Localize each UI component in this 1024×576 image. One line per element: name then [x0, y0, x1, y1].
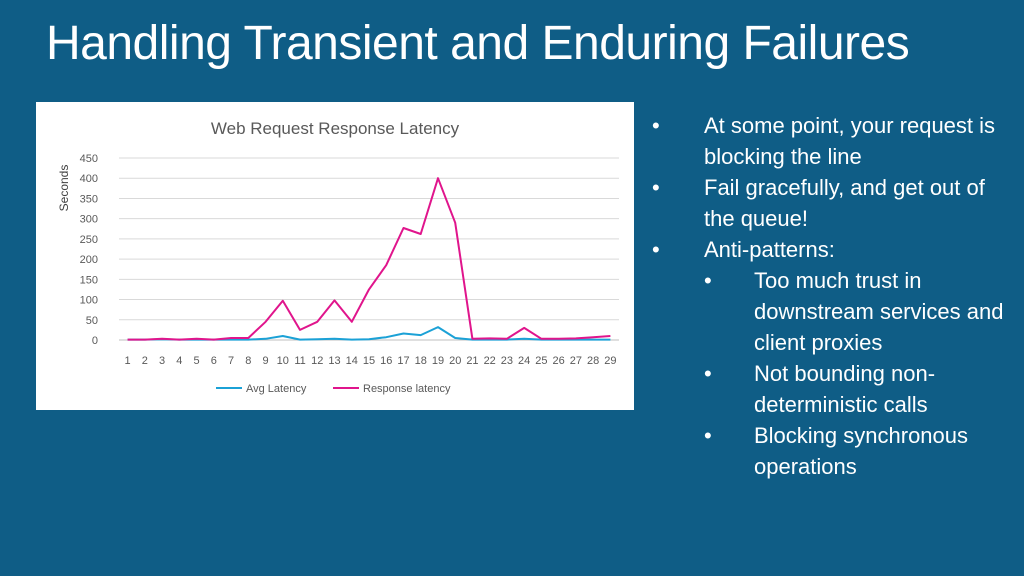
gridlines — [119, 157, 619, 341]
y-tick-label: 100 — [80, 295, 98, 307]
x-tick-label: 28 — [587, 355, 599, 367]
x-tick-label: 25 — [535, 355, 547, 367]
x-tick-label: 16 — [380, 355, 392, 367]
series-lines — [127, 177, 611, 341]
x-tick-label: 3 — [159, 355, 165, 367]
x-tick-label: 10 — [277, 355, 289, 367]
chart-svg: Web Request Response Latency Seconds 050… — [57, 119, 619, 395]
y-tick-label: 200 — [80, 254, 98, 266]
y-tick-label: 250 — [80, 234, 98, 246]
x-tick-label: 22 — [484, 355, 496, 367]
x-tick-label: 12 — [311, 355, 323, 367]
y-axis-label: Seconds — [57, 165, 71, 212]
x-tick-label: 8 — [245, 355, 251, 367]
x-tick-label: 4 — [176, 355, 182, 367]
bullet-item: At some point, your request is blocking … — [648, 110, 1008, 172]
y-tick-label: 350 — [80, 193, 98, 205]
x-tick-label: 1 — [125, 355, 131, 367]
legend: Avg Latency Response latency — [216, 383, 451, 395]
chart-title: Web Request Response Latency — [211, 119, 460, 138]
y-tick-labels: 0 50 100 150 200 250 300 350 400 450 — [80, 153, 98, 347]
x-tick-label: 19 — [432, 355, 444, 367]
series-line-response-latency — [127, 177, 611, 341]
x-tick-label: 18 — [415, 355, 427, 367]
bullet-item: Anti-patterns: — [648, 234, 1008, 265]
sub-bullet-item: Blocking synchronous operations — [648, 420, 1008, 482]
line-chart: Web Request Response Latency Seconds 0 50… — [36, 102, 634, 410]
y-tick-label: 50 — [86, 315, 98, 327]
x-tick-label: 11 — [294, 355, 305, 367]
sub-bullet-item: Not bounding non-deterministic calls — [648, 358, 1008, 420]
x-tick-label: 23 — [501, 355, 513, 367]
x-tick-label: 7 — [228, 355, 234, 367]
x-tick-label: 26 — [553, 355, 565, 367]
x-tick-label: 20 — [449, 355, 461, 367]
y-tick-label: 300 — [80, 214, 98, 226]
x-tick-label: 2 — [142, 355, 148, 367]
legend-label: Response latency — [363, 383, 451, 395]
x-tick-label: 9 — [262, 355, 268, 367]
bullet-item: Fail gracefully, and get out of the queu… — [648, 172, 1008, 234]
x-tick-label: 27 — [570, 355, 582, 367]
x-tick-label: 24 — [518, 355, 530, 367]
y-tick-label: 150 — [80, 274, 98, 286]
x-tick-label: 15 — [363, 355, 375, 367]
x-tick-labels: 1 2 3 4 5 6 7 8 9 10 11 12 13 14 15 16 17 18 19 20 21 22 23 24 2… — [125, 355, 617, 367]
x-tick-label: 5 — [194, 355, 200, 367]
y-tick-label: 450 — [80, 153, 98, 165]
x-tick-label: 17 — [397, 355, 409, 367]
x-tick-label: 6 — [211, 355, 217, 367]
y-tick-label: 400 — [80, 173, 98, 185]
legend-label: Avg Latency — [246, 383, 307, 395]
slide-title: Handling Transient and Enduring Failures — [46, 17, 910, 70]
x-tick-label: 14 — [346, 355, 358, 367]
x-tick-label: 29 — [604, 355, 616, 367]
x-tick-label: 13 — [328, 355, 340, 367]
y-tick-label: 0 — [92, 335, 98, 347]
bullet-list: At some point, your request is blocking … — [648, 110, 1008, 482]
sub-bullet-item: Too much trust in downstream services an… — [648, 265, 1008, 358]
x-tick-label: 21 — [466, 355, 478, 367]
